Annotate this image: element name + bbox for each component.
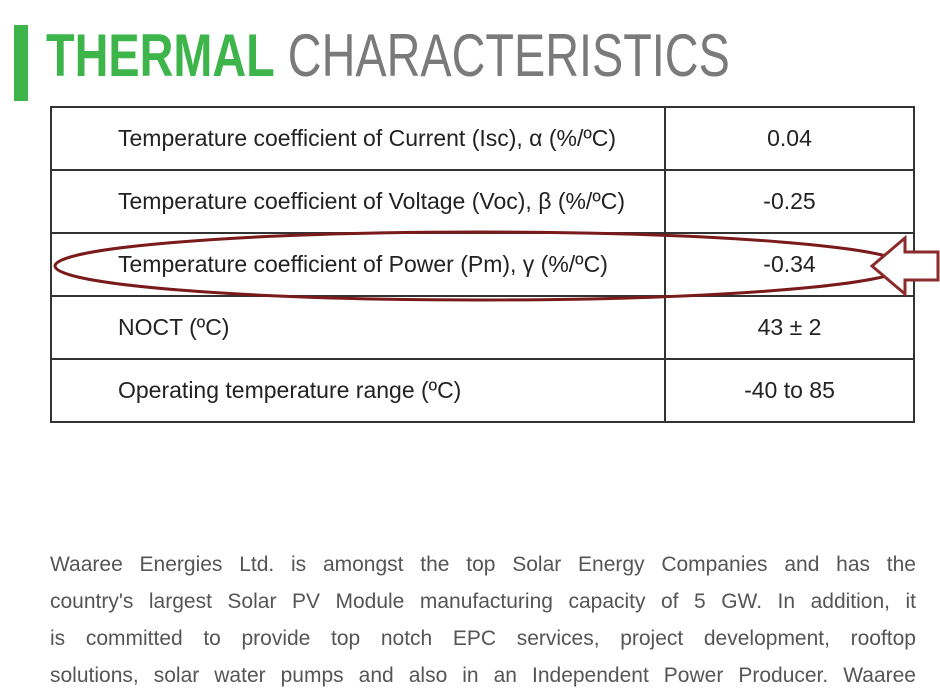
table-row: Operating temperature range (ºC) -40 to 8…: [50, 358, 915, 423]
value: 0.04: [664, 106, 915, 171]
value: 43 ± 2: [664, 295, 915, 360]
paragraph-line: is committed to provide top notch EPC se…: [50, 627, 916, 650]
table-row: Temperature coefficient of Current (Isc)…: [50, 106, 915, 171]
paragraph-line: country's largest Solar PV Module manufa…: [50, 590, 916, 613]
value: -0.25: [664, 169, 915, 234]
title-bold: THERMAL: [46, 22, 275, 89]
paragraph: Waaree Energies Ltd. is amongst the top …: [50, 546, 916, 694]
table-row: Temperature coefficient of Power (Pm), γ…: [50, 232, 915, 297]
parameter: Temperature coefficient of Power (Pm), γ…: [50, 232, 666, 297]
title: THERMAL CHARACTERISTICS: [46, 24, 730, 88]
parameter: Temperature coefficient of Voltage (Voc)…: [50, 169, 666, 234]
value: -0.34: [664, 232, 915, 297]
parameter: NOCT (ºC): [50, 295, 666, 360]
table-row: NOCT (ºC) 43 ± 2: [50, 295, 915, 360]
spec-table: Temperature coefficient of Current (Isc)…: [50, 106, 915, 423]
paragraph-line: solutions, solar water pumps and also in…: [50, 664, 916, 687]
table-row: Temperature coefficient of Voltage (Voc)…: [50, 169, 915, 234]
value: -40 to 85: [664, 358, 915, 423]
parameter: Operating temperature range (ºC): [50, 358, 666, 423]
parameter: Temperature coefficient of Current (Isc)…: [50, 106, 666, 171]
title-rest: CHARACTERISTICS: [287, 22, 730, 89]
accent-bar: [14, 25, 28, 101]
paragraph-line: Waaree Energies Ltd. is amongst the top …: [50, 553, 916, 576]
